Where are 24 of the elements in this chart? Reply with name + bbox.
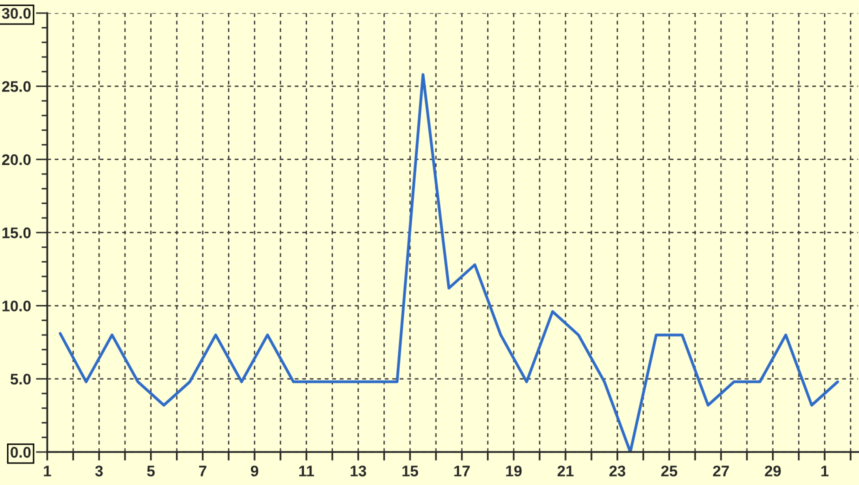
x-tick-label: 29 xyxy=(764,466,781,476)
x-tick-label: 7 xyxy=(199,466,206,476)
x-tick-label: 21 xyxy=(558,466,574,476)
x-tick-label: 1 xyxy=(821,466,828,476)
x-tick-label: 25 xyxy=(661,466,678,476)
line-series xyxy=(58,73,840,452)
x-tick-label: 1 xyxy=(44,466,52,476)
y-tick-label: 0.0 xyxy=(10,446,31,458)
y-tick-label: 20.0 xyxy=(2,154,31,166)
y-tick-label: 25.0 xyxy=(2,81,31,92)
x-tick-label: 3 xyxy=(95,466,103,476)
x-tick-label: 13 xyxy=(350,466,366,476)
x-tick-label: 15 xyxy=(402,466,418,476)
x-tick-label: 9 xyxy=(250,466,258,476)
x-tick-label: 27 xyxy=(713,466,729,476)
y-tick-label: 15.0 xyxy=(2,227,31,238)
x-tick-label: 17 xyxy=(454,466,470,476)
y-tick-label: 10.0 xyxy=(2,300,31,312)
x-tick-label: 11 xyxy=(299,466,314,476)
x-tick-label: 5 xyxy=(147,466,155,476)
y-tick-label: 30.0 xyxy=(2,8,31,19)
x-tick-label: 23 xyxy=(609,466,626,476)
y-tick-label: 5.0 xyxy=(10,374,31,385)
x-tick-label: 19 xyxy=(506,466,522,476)
